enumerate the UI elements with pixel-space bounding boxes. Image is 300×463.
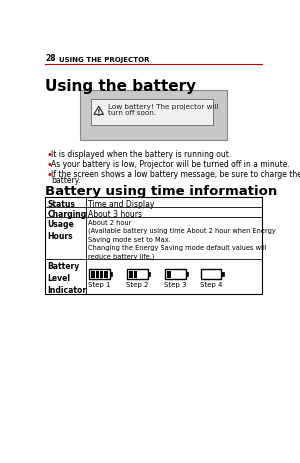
Bar	[96, 271, 99, 278]
Bar	[92, 271, 95, 278]
Text: Low battery! The projector will: Low battery! The projector will	[108, 104, 218, 110]
Bar	[80, 91, 227, 141]
Bar	[185, 272, 188, 277]
Text: battery.: battery.	[52, 175, 81, 184]
Text: If the screen shows a low battery message, be sure to charge the: If the screen shows a low battery messag…	[52, 169, 300, 178]
Text: USING THE PROJECTOR: USING THE PROJECTOR	[59, 57, 150, 63]
Bar	[91, 100, 213, 125]
Bar	[100, 271, 103, 278]
Text: Time and Display: Time and Display	[88, 199, 154, 208]
Bar	[128, 269, 148, 280]
Bar	[148, 272, 150, 277]
Bar	[89, 269, 110, 280]
Bar	[201, 269, 221, 280]
Bar	[167, 271, 171, 278]
Text: About 2 hour
(Available battery using time About 2 hour when Energy
Saving mode : About 2 hour (Available battery using ti…	[88, 219, 276, 259]
Text: Step 3: Step 3	[164, 282, 187, 288]
Bar	[45, 198, 262, 294]
Text: •: •	[46, 169, 52, 179]
Bar	[165, 269, 185, 280]
Bar	[104, 271, 108, 278]
Text: It is displayed when the battery is running out.: It is displayed when the battery is runn…	[52, 149, 232, 158]
Text: 28: 28	[45, 54, 56, 63]
Text: About 3 hours: About 3 hours	[88, 209, 142, 218]
Bar	[110, 272, 112, 277]
Text: Step 1: Step 1	[88, 282, 111, 288]
Text: •: •	[46, 149, 52, 159]
Text: Charging: Charging	[48, 209, 87, 218]
Text: Status: Status	[48, 199, 76, 208]
Text: turn off soon.: turn off soon.	[108, 110, 156, 116]
Text: Step 2: Step 2	[126, 282, 149, 288]
Polygon shape	[94, 107, 104, 115]
Bar	[129, 271, 133, 278]
Text: Battery using time information: Battery using time information	[45, 185, 278, 198]
Text: Using the battery: Using the battery	[45, 79, 196, 94]
Text: !: !	[97, 109, 101, 118]
Bar	[221, 272, 224, 277]
Bar	[134, 271, 137, 278]
Text: Battery
Level
Indicator: Battery Level Indicator	[48, 262, 87, 294]
Text: As your battery is low, Projector will be turned off in a minute.: As your battery is low, Projector will b…	[52, 159, 290, 168]
Text: Usage
Hours: Usage Hours	[48, 219, 74, 241]
Text: •: •	[46, 159, 52, 169]
Text: Step 4: Step 4	[200, 282, 222, 288]
